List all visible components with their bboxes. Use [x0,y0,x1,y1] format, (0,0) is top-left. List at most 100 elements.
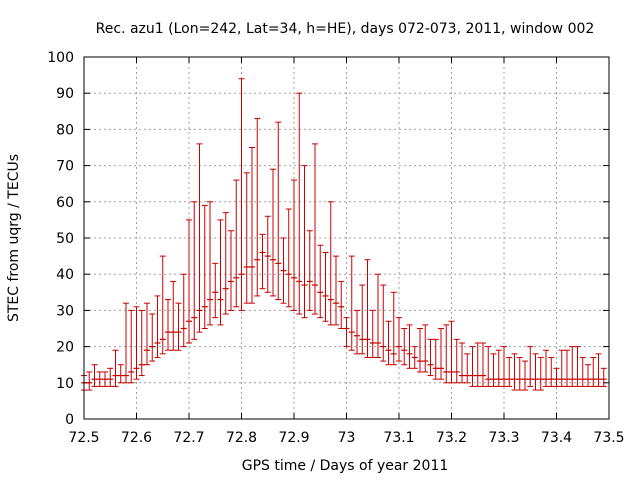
x-tick-label: 73 [338,430,356,446]
data-point [327,201,334,326]
data-point [485,346,492,387]
axis-ticks [83,56,610,420]
data-point [590,356,597,387]
y-tick-label: 20 [56,340,74,356]
data-point [375,273,381,358]
x-tick-label: 73.3 [488,430,519,446]
y-axis-label: STEC from uqrg / TECUs [6,154,22,322]
data-point [249,147,255,304]
data-point [480,342,486,387]
data-point [532,353,539,391]
data-point [233,179,240,308]
data-point [196,143,203,333]
y-tick-label: 60 [56,195,74,211]
data-point [417,328,423,373]
x-tick-label: 72.8 [226,430,257,446]
data-point [254,118,261,297]
data-point [359,284,366,355]
data-point [553,367,560,387]
data-point [464,353,471,384]
y-tick-label: 100 [47,50,74,66]
data-point [264,215,271,293]
plot-frame [83,56,610,420]
data-point [595,353,602,387]
data-point [354,309,360,355]
data-point [201,204,208,329]
y-tick-label: 70 [56,159,74,175]
data-point [112,349,119,387]
data-point [522,360,528,391]
data-point [453,338,460,384]
data-point [102,371,108,387]
y-tick-label: 0 [65,412,74,428]
data-point [117,364,124,384]
data-point [338,280,345,329]
data-point [443,324,450,384]
data-point [543,349,549,387]
data-point [511,353,518,391]
x-tick-label: 72.6 [121,430,152,446]
data-point [275,121,282,301]
data-point [91,364,98,387]
data-point [364,259,371,358]
x-tick-label: 73.2 [436,430,467,446]
data-point [380,284,387,362]
data-point [390,291,397,366]
data-point [422,324,429,373]
data-point [438,328,444,380]
data-point [149,313,156,362]
data-point [348,255,355,351]
data-point [222,212,229,315]
data-point [207,201,213,326]
data-point [469,346,476,387]
data-point [186,219,192,344]
data-point [537,356,544,391]
data-point [385,320,392,366]
data-point [396,317,402,362]
y-tick-label: 90 [56,86,74,102]
x-tick-label: 72.5 [68,430,99,446]
data-point [401,328,408,366]
data-point [228,230,234,311]
data-point [333,255,339,326]
data-point [285,208,292,308]
data-point [296,92,303,315]
data-point [343,317,350,348]
data-point [506,356,513,387]
y-tick-label: 50 [56,231,74,247]
data-point [448,320,455,384]
data-point [495,349,502,387]
data-point [558,349,565,387]
data-point [427,338,434,377]
data-point [459,342,465,384]
data-point [128,309,135,384]
y-tick-label: 40 [56,267,74,283]
data-point [369,309,376,358]
data-point [432,338,439,380]
data-point [574,346,581,387]
data-point [159,255,166,355]
x-tick-label: 72.7 [173,430,204,446]
data-point [175,302,182,351]
data-point [406,324,413,369]
data-point [180,273,187,348]
data-point [501,346,507,387]
x-tick-label: 72.9 [278,430,309,446]
data-point [569,346,576,387]
x-tick-label: 73.4 [541,430,572,446]
y-tick-label: 80 [56,122,74,138]
data-point [291,179,297,311]
data-point [165,299,171,351]
data-point [96,371,103,387]
data-point [585,364,591,387]
data-point [490,353,497,387]
data-point [411,346,418,369]
data-point [170,280,177,351]
data-point [317,244,324,319]
y-tick-label: 10 [56,376,74,392]
data-point [144,302,150,366]
data-point [579,356,586,387]
data-marks [81,78,607,391]
x-tick-label: 73.1 [383,430,414,446]
